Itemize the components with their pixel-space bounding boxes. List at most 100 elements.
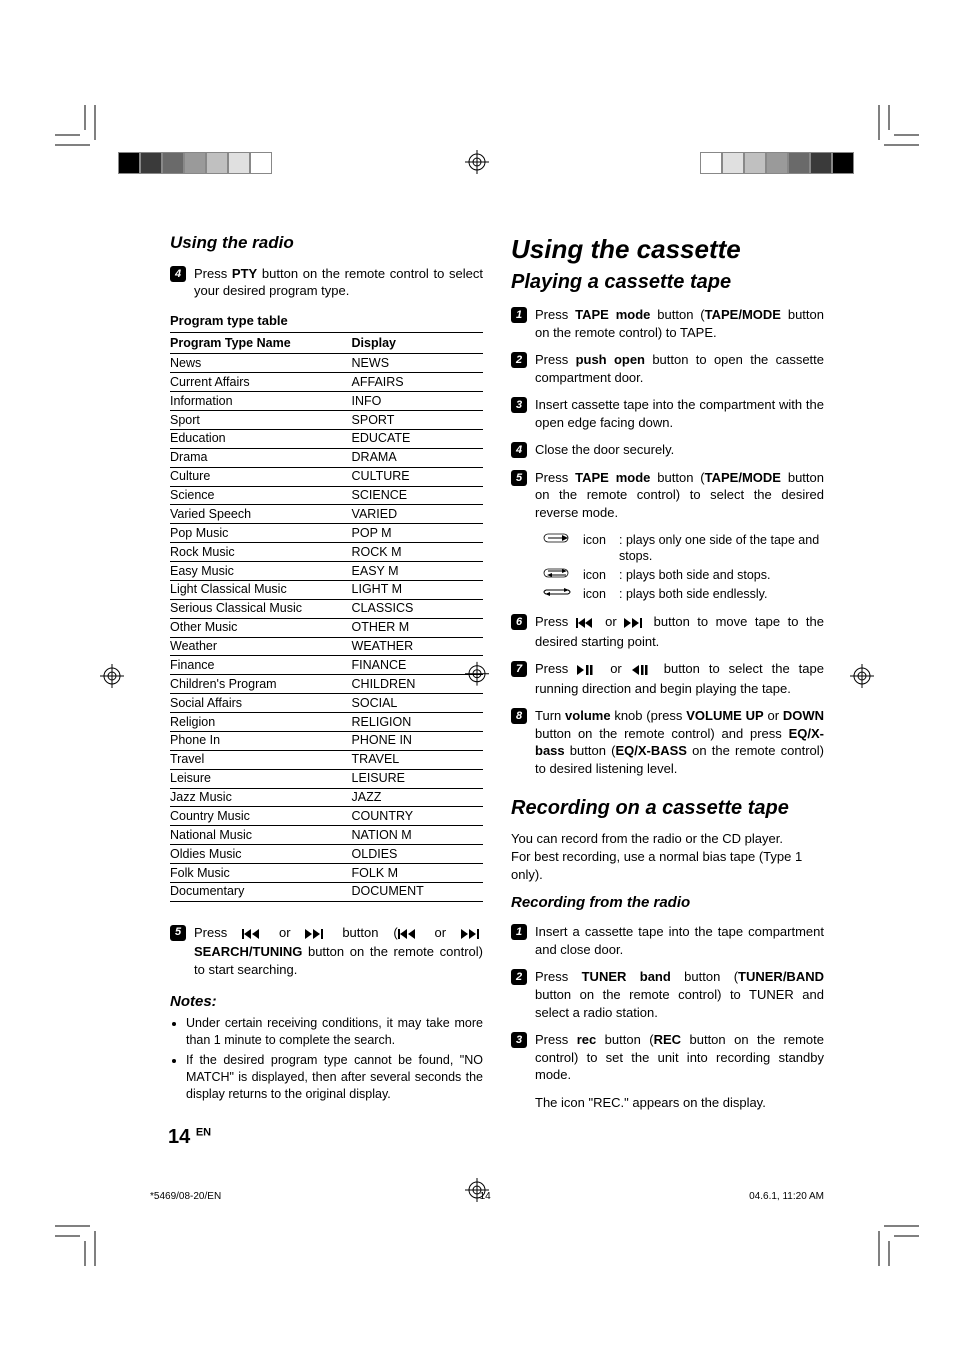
step-text: Press TAPE mode button (TAPE/MODE button…: [535, 469, 824, 522]
registration-mark-icon: [465, 150, 489, 174]
table-cell: Drama: [170, 448, 352, 467]
table-cell: POP M: [352, 524, 483, 543]
table-cell: Serious Classical Music: [170, 599, 352, 618]
table-cell: Phone In: [170, 731, 352, 750]
step-text: Press TAPE mode button (TAPE/MODE button…: [535, 306, 824, 341]
table-row: Rock MusicROCK M: [170, 543, 483, 562]
table-row: Social AffairsSOCIAL: [170, 694, 483, 713]
table-cell: Religion: [170, 713, 352, 732]
step-text: Press PTY button on the remote control t…: [194, 265, 483, 300]
footer-page: 14: [480, 1190, 491, 1204]
table-row: FinanceFINANCE: [170, 656, 483, 675]
table-cell: SOCIAL: [352, 694, 483, 713]
step-number-icon: 8: [511, 708, 527, 724]
step-number-icon: 4: [170, 266, 186, 282]
step: 6 Press or button to move tape to the de…: [511, 613, 824, 650]
step: 5 Press TAPE mode button (TAPE/MODE butt…: [511, 469, 824, 522]
table-row: Country MusicCOUNTRY: [170, 807, 483, 826]
step-number-icon: 3: [511, 1032, 527, 1048]
table-cell: Leisure: [170, 769, 352, 788]
next-track-icon: [624, 615, 646, 633]
left-column: Using the radio 4 Press PTY button on th…: [170, 232, 483, 1121]
table-row: NewsNEWS: [170, 354, 483, 373]
step-number-icon: 5: [511, 470, 527, 486]
table-cell: COUNTRY: [352, 807, 483, 826]
prev-track-icon: [576, 615, 598, 633]
step-text: Insert cassette tape into the compartmen…: [535, 396, 824, 431]
section-heading: Using the radio: [170, 232, 483, 255]
table-row: WeatherWEATHER: [170, 637, 483, 656]
note-item: If the desired program type cannot be fo…: [186, 1052, 483, 1103]
step-text: Turn volume knob (press VOLUME UP or DOW…: [535, 707, 824, 777]
table-row: Current AffairsAFFAIRS: [170, 373, 483, 392]
table-cell: Documentary: [170, 882, 352, 901]
paragraph: The icon "REC." appears on the display.: [535, 1094, 824, 1112]
table-cell: Other Music: [170, 618, 352, 637]
table-header: Program Type Name: [170, 332, 352, 354]
table-cell: Varied Speech: [170, 505, 352, 524]
table-cell: Easy Music: [170, 562, 352, 581]
page-number: 14 EN: [168, 1124, 211, 1151]
table-row: SportSPORT: [170, 411, 483, 430]
registration-mark-icon: [100, 664, 124, 688]
color-swatch: [788, 152, 810, 174]
page: Using the radio 4 Press PTY button on th…: [0, 0, 954, 1351]
print-color-strip-left: [118, 152, 272, 172]
table-row: Folk MusicFOLK M: [170, 864, 483, 883]
table-cell: VARIED: [352, 505, 483, 524]
table-cell: Information: [170, 392, 352, 411]
next-track-icon: [461, 926, 483, 944]
reverse-mode-line: icon : plays both side endlessly.: [537, 586, 824, 603]
table-cell: OLDIES: [352, 845, 483, 864]
table-row: Varied SpeechVARIED: [170, 505, 483, 524]
prev-track-icon: [398, 926, 420, 944]
table-row: Jazz MusicJAZZ: [170, 788, 483, 807]
one-side-icon: [537, 532, 577, 544]
table-cell: DOCUMENT: [352, 882, 483, 901]
section-heading: Playing a cassette tape: [511, 269, 824, 296]
reverse-mode-line: icon : plays only one side of the tape a…: [537, 532, 824, 566]
footer-timestamp: 04.6.1, 11:20 AM: [749, 1190, 824, 1204]
table-row: ReligionRELIGION: [170, 713, 483, 732]
step-text: Press or button to move tape to the desi…: [535, 613, 824, 650]
table-cell: EASY M: [352, 562, 483, 581]
subsection-heading: Recording from the radio: [511, 893, 824, 913]
notes-list: Under certain receiving conditions, it m…: [170, 1015, 483, 1103]
step: 1 Insert a cassette tape into the tape c…: [511, 923, 824, 958]
print-color-strip-right: [700, 152, 854, 172]
table-cell: Culture: [170, 467, 352, 486]
table-cell: LIGHT M: [352, 580, 483, 599]
table-row: InformationINFO: [170, 392, 483, 411]
step-number-icon: 2: [511, 352, 527, 368]
table-row: DramaDRAMA: [170, 448, 483, 467]
table-row: ScienceSCIENCE: [170, 486, 483, 505]
section-heading: Recording on a cassette tape: [511, 795, 824, 822]
step-number-icon: 1: [511, 924, 527, 940]
table-cell: LEISURE: [352, 769, 483, 788]
step-text: Press or button to select the tape runni…: [535, 660, 824, 697]
table-cell: Children's Program: [170, 675, 352, 694]
color-swatch: [832, 152, 854, 174]
both-side-icon: [537, 567, 577, 579]
color-swatch: [228, 152, 250, 174]
step: 5 Press or button ( or SEARCH/TUNING but…: [170, 924, 483, 979]
table-cell: NATION M: [352, 826, 483, 845]
step-number-icon: 1: [511, 307, 527, 323]
color-swatch: [700, 152, 722, 174]
note-item: Under certain receiving conditions, it m…: [186, 1015, 483, 1049]
table-cell: News: [170, 354, 352, 373]
color-swatch: [184, 152, 206, 174]
table-row: TravelTRAVEL: [170, 750, 483, 769]
table-cell: DRAMA: [352, 448, 483, 467]
footer: *5469/08-20/EN 14 04.6.1, 11:20 AM: [120, 1190, 854, 1204]
table-cell: INFO: [352, 392, 483, 411]
table-cell: CULTURE: [352, 467, 483, 486]
step: 3 Insert cassette tape into the compartm…: [511, 396, 824, 431]
table-cell: Folk Music: [170, 864, 352, 883]
endless-icon: [537, 586, 577, 598]
step: 3 Press rec button (REC button on the re…: [511, 1031, 824, 1084]
step-number-icon: 4: [511, 442, 527, 458]
step-number-icon: 2: [511, 969, 527, 985]
table-cell: Jazz Music: [170, 788, 352, 807]
notes-heading: Notes:: [170, 992, 483, 1012]
